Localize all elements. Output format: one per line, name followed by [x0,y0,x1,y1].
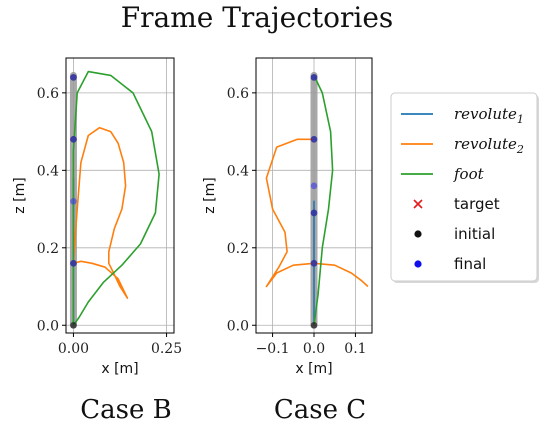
final-point [310,259,318,267]
final-point [310,136,318,143]
case-c-panel: −0.1 0.0 0.1 0.0 0.2 0.4 0.6 x [m] z [m] Case C [202,57,373,425]
x-tick-label: −0.1 [256,341,290,357]
final-point [70,259,77,267]
legend-label: final [454,255,486,273]
final-point [310,182,318,190]
legend-swatch-initial [414,230,422,238]
legend-label: target [454,195,500,213]
legend-box [390,92,538,282]
final-point [310,209,318,217]
initial-point [310,321,318,329]
y-tick-label: 0.6 [227,86,249,102]
y-tick-label: 0.6 [37,86,59,102]
case-b-panel: 0.00 0.25 0.0 0.2 0.4 0.6 x [m] z [m] Case B [12,57,182,425]
legend-label: revolute2 [454,135,524,156]
y-axis-label: z [m] [202,177,218,213]
legend-label: foot [453,165,485,183]
legend-swatch-target [413,199,423,209]
y-axis-label: z [m] [12,177,28,213]
series-revolute2 [72,126,129,299]
series-revolute2 [265,138,369,288]
legend-label: initial [454,225,495,243]
x-tick-label: 0.1 [344,341,366,357]
legend: revolute1 revolute2 foot target initial final [390,92,539,283]
series-foot [72,70,160,326]
y-tick-label: 0.0 [227,318,249,334]
x-axis-label: x [m] [295,361,332,377]
panel-title: Case C [274,395,366,425]
final-point [70,136,77,143]
panel-title: Case B [80,395,172,425]
legend-swatch-final [414,260,422,268]
x-tick-label: 0.00 [58,341,89,357]
final-point [310,74,318,81]
y-tick-label: 0.4 [37,163,59,179]
final-point [70,74,77,81]
y-tick-label: 0.4 [227,163,249,179]
x-axis-label: x [m] [101,361,138,377]
initial-point [70,321,77,329]
y-tick-label: 0.2 [37,241,59,257]
legend-label: revolute1 [454,105,524,126]
axes-frame [65,57,175,334]
figure-title: Frame Trajectories [121,1,394,34]
series-foot [313,75,334,326]
y-tick-label: 0.2 [227,241,249,257]
final-point [70,198,77,205]
x-tick-label: 0.0 [303,341,325,357]
x-tick-label: 0.25 [151,341,182,357]
y-tick-label: 0.0 [37,318,59,334]
